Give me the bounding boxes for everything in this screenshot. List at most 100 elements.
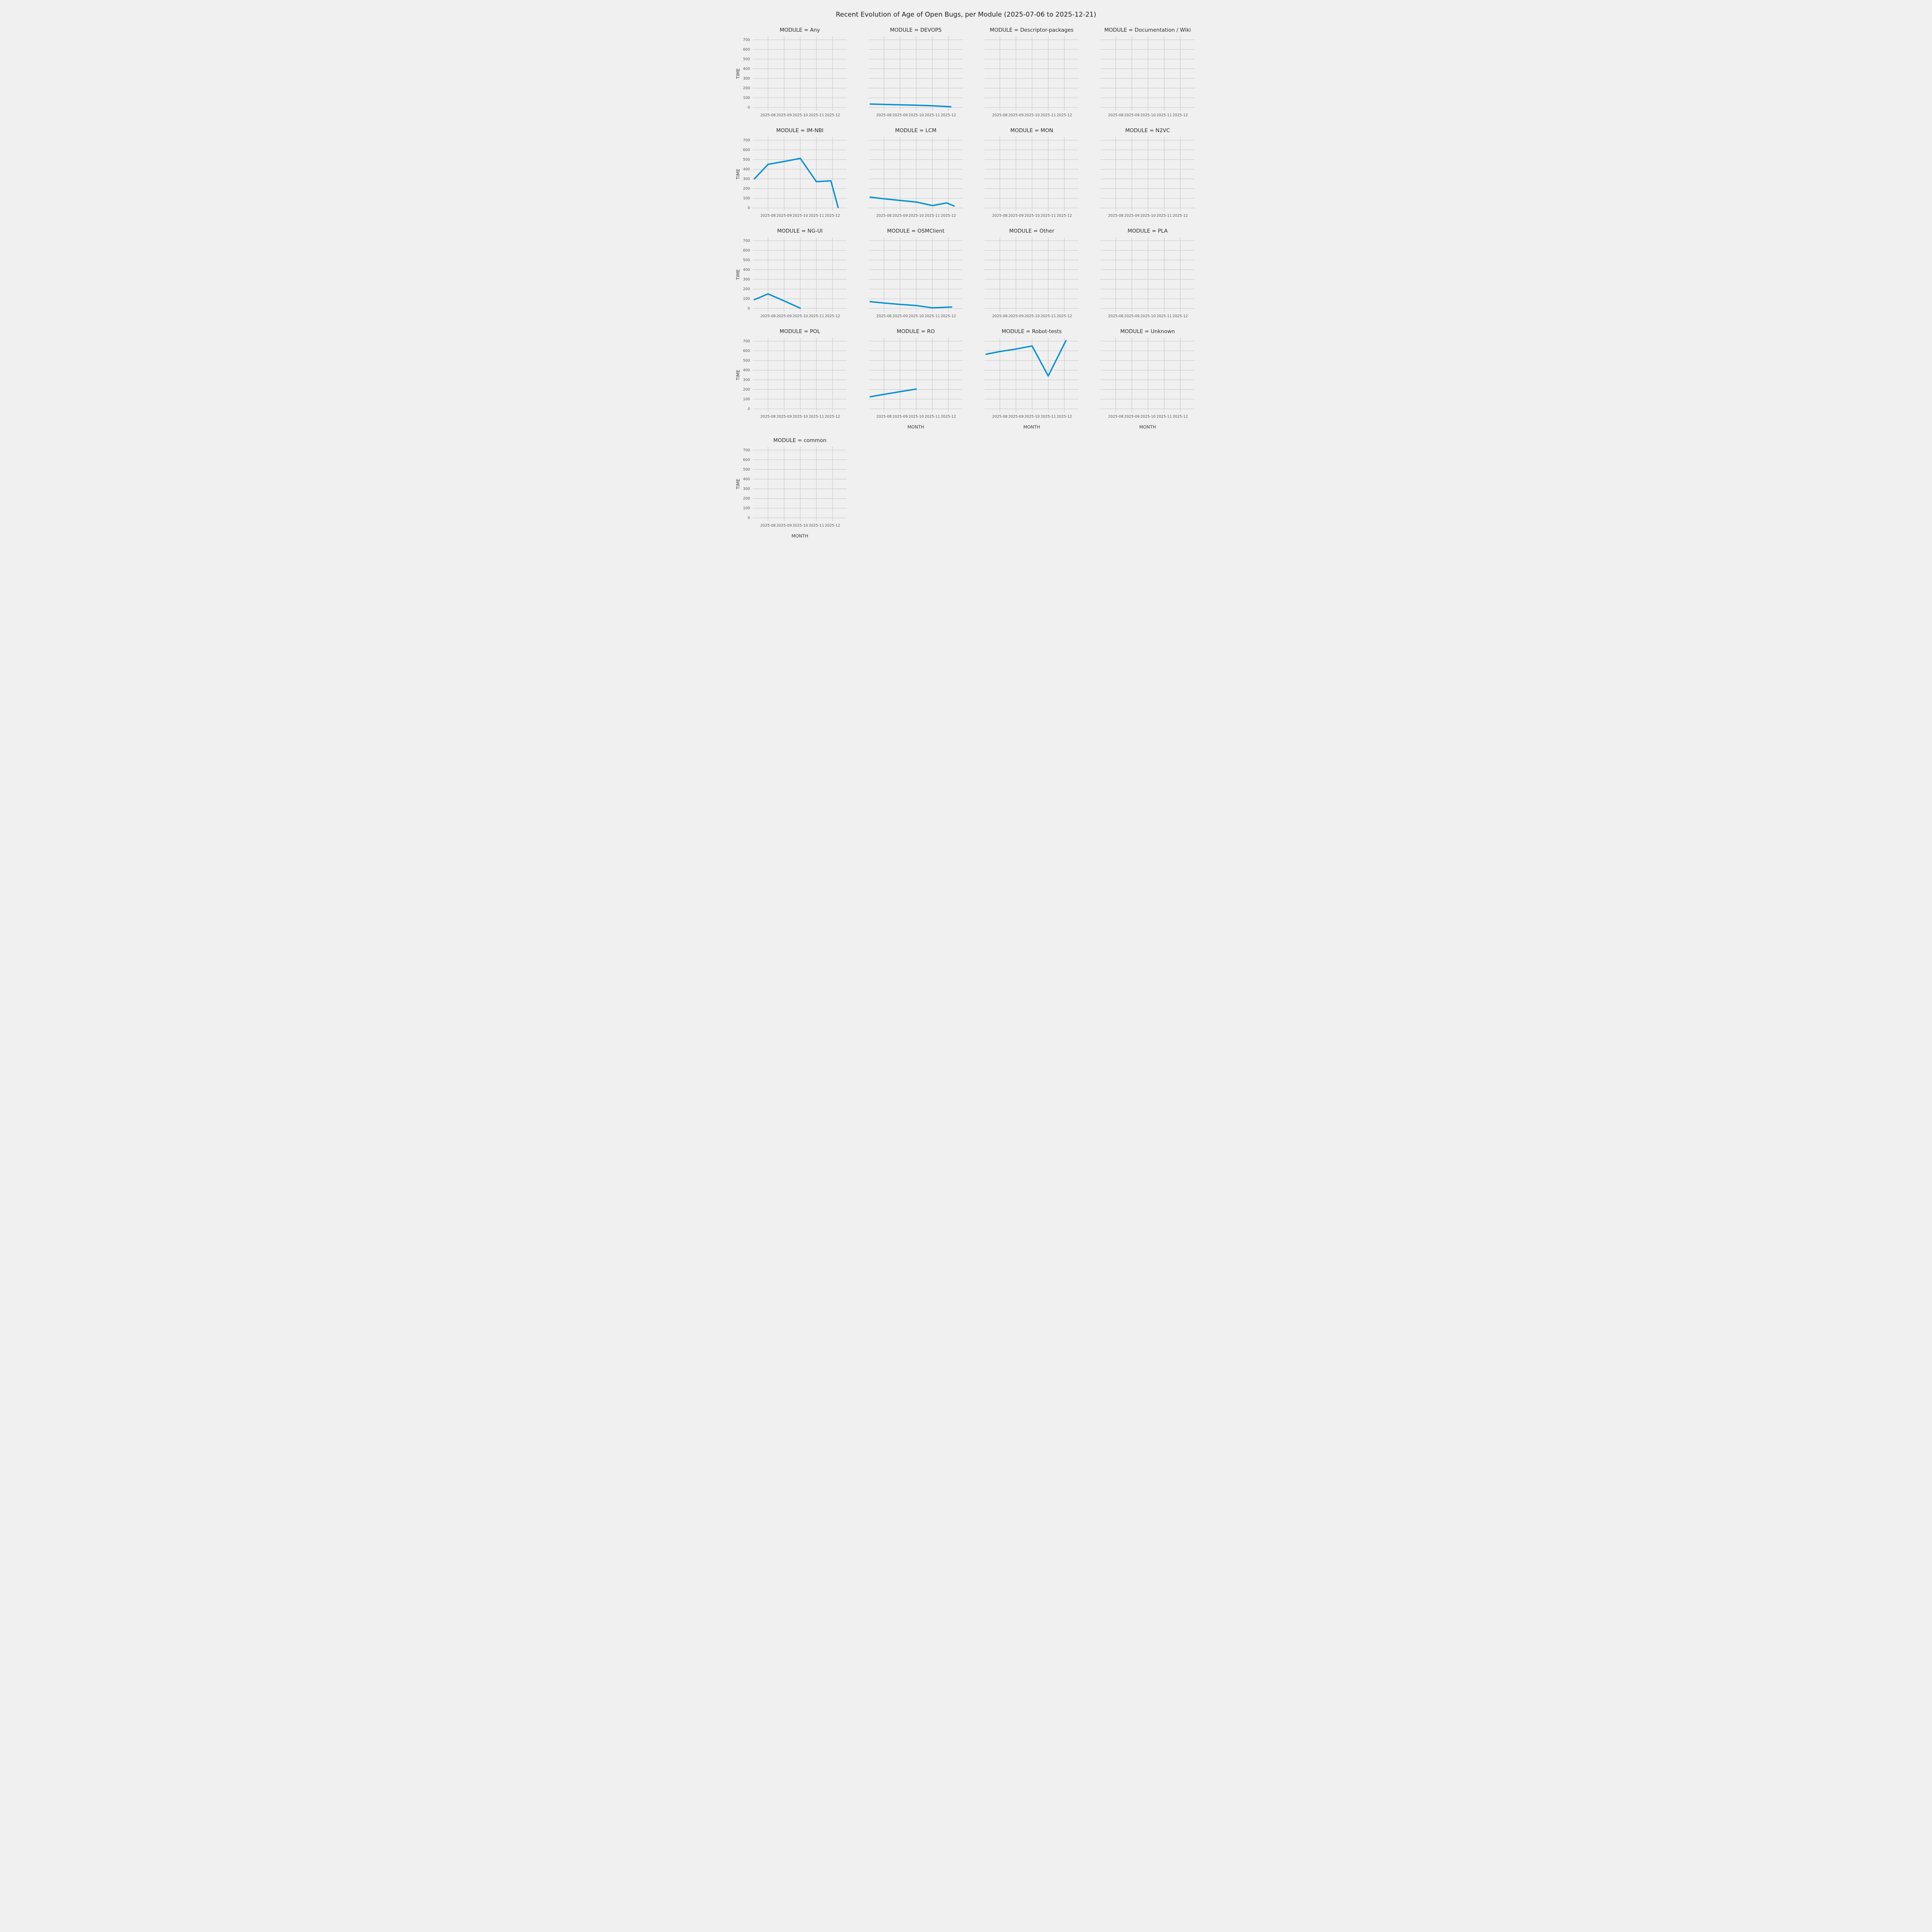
x-tick-label: 2025-08 (876, 113, 892, 117)
x-tick-label: 2025-12 (941, 214, 956, 218)
data-line (985, 340, 1067, 377)
x-tick-label: 2025-09 (1124, 314, 1139, 318)
y-tick-label: 300 (743, 77, 750, 81)
x-tick-label: 2025-11 (809, 415, 824, 419)
facet-cell-module-robot-tests: MODULE = Robot-tests 2025-08 2025-09 2025-1… (967, 327, 1081, 433)
facet-module-mon: MODULE = MON 2025-08 2025-09 2025-10 2025-11… (985, 128, 1079, 218)
x-tick-label: 2025-09 (776, 314, 792, 318)
x-tick-label: 2025-11 (925, 113, 940, 117)
facet-title: MODULE = Any (780, 27, 820, 33)
x-tick-label: 2025-11 (1041, 314, 1056, 318)
facet-cell-module-lcm: MODULE = LCM 2025-08 2025-09 2025-10 2025-11… (851, 126, 965, 223)
x-tick-label: 2025-08 (876, 214, 892, 218)
x-tick-label: 2025-10 (793, 214, 808, 218)
y-tick-label: 200 (743, 287, 750, 291)
x-tick-label: 2025-09 (776, 524, 792, 528)
facet-title: MODULE = Documentation / Wiki (1104, 27, 1191, 33)
y-tick-label: 500 (743, 359, 750, 363)
facet-title: MODULE = LCM (895, 128, 936, 134)
y-tick-label: 400 (743, 477, 750, 481)
y-tick-label: 400 (743, 67, 750, 71)
x-tick-label: 2025-11 (1041, 113, 1056, 117)
x-tick-label: 2025-08 (1108, 113, 1124, 117)
x-tick-label: 2025-10 (793, 524, 808, 528)
figure: Recent Evolution of Age of Open Bugs, pe… (732, 0, 1200, 553)
facet-cell-module-osmclient: MODULE = OSMClient 2025-08 2025-09 2025-10 2… (851, 226, 965, 324)
facet-title: MODULE = Other (1009, 228, 1054, 234)
facet-cell-module-pol: MODULE = POL 0 100 200 300 400 500 600 700 TIME 20… (735, 327, 849, 433)
facet-module-documentation-wiki: MODULE = Documentation / Wiki 2025-08 2025… (1100, 27, 1195, 117)
facet-title: MODULE = common (773, 437, 826, 444)
x-tick-label: 2025-11 (809, 214, 824, 218)
x-tick-label: 2025-12 (825, 524, 840, 528)
x-tick-label: 2025-10 (1024, 113, 1040, 117)
x-axis-label: MONTH (1023, 424, 1040, 430)
x-tick-label: 2025-08 (992, 314, 1008, 318)
x-tick-label: 2025-08 (876, 415, 892, 419)
x-tick-label: 2025-12 (1057, 415, 1072, 419)
x-tick-label: 2025-10 (1140, 113, 1156, 117)
x-tick-label: 2025-10 (908, 314, 924, 318)
x-tick-label: 2025-12 (1173, 415, 1188, 419)
y-axis-label: TIME (735, 479, 741, 490)
y-tick-label: 0 (748, 407, 750, 411)
y-tick-label: 100 (743, 196, 750, 201)
x-tick-label: 2025-09 (892, 314, 908, 318)
y-tick-label: 200 (743, 86, 750, 90)
x-tick-label: 2025-11 (925, 314, 940, 318)
facet-cell-module-n2vc: MODULE = N2VC 2025-08 2025-09 2025-10 2025-1… (1083, 126, 1197, 223)
y-tick-label: 600 (743, 48, 750, 52)
y-tick-label: 100 (743, 506, 750, 510)
facet-title: MODULE = DEVOPS (890, 27, 942, 33)
x-tick-label: 2025-10 (793, 314, 808, 318)
facet-title: MODULE = PLA (1128, 228, 1168, 234)
facet-module-pla: MODULE = PLA 2025-08 2025-09 2025-10 2025-11… (1100, 228, 1195, 318)
x-tick-label: 2025-10 (1140, 314, 1156, 318)
facet-cell-module-documentation-wiki: MODULE = Documentation / Wiki 2025-08 2025… (1083, 26, 1197, 123)
facet-cell-module-any: MODULE = Any 0 100 200 300 400 500 600 700 TIME 20… (735, 26, 849, 123)
x-tick-label: 2025-10 (908, 113, 924, 117)
x-tick-label: 2025-08 (760, 524, 776, 528)
x-tick-label: 2025-11 (809, 314, 824, 318)
facet-module-common: MODULE = common 0 100 200 300 400 500 600 700 TIM… (735, 437, 847, 539)
y-tick-label: 600 (743, 458, 750, 462)
x-tick-label: 2025-12 (1173, 314, 1188, 318)
facet-title: MODULE = Robot-tests (1002, 328, 1061, 335)
x-tick-label: 2025-11 (1041, 214, 1056, 218)
x-tick-label: 2025-09 (1008, 214, 1024, 218)
x-tick-label: 2025-09 (776, 113, 792, 117)
x-tick-label: 2025-10 (793, 113, 808, 117)
y-tick-label: 600 (743, 248, 750, 253)
facet-cell-module-mon: MODULE = MON 2025-08 2025-09 2025-10 2025-11… (967, 126, 1081, 223)
facet-title: MODULE = IM-NBI (776, 128, 823, 134)
facet-cell-module-ng-ui: MODULE = NG-UI 0 100 200 300 400 500 600 700 TIME… (735, 226, 849, 324)
facet-title: MODULE = Unknown (1120, 328, 1175, 335)
y-tick-label: 700 (743, 339, 750, 344)
x-tick-label: 2025-10 (1024, 415, 1040, 419)
facet-title: MODULE = NG-UI (777, 228, 823, 234)
facet-module-any: MODULE = Any 0 100 200 300 400 500 600 700 TIME 20… (735, 27, 847, 117)
x-tick-label: 2025-08 (760, 415, 776, 419)
x-tick-label: 2025-08 (760, 314, 776, 318)
x-tick-label: 2025-08 (1108, 214, 1124, 218)
y-tick-label: 700 (743, 448, 750, 452)
x-tick-label: 2025-08 (992, 113, 1008, 117)
y-axis-label: TIME (735, 169, 741, 180)
x-tick-label: 2025-09 (1008, 113, 1024, 117)
x-tick-label: 2025-08 (760, 113, 776, 117)
y-tick-label: 0 (748, 105, 750, 110)
x-tick-label: 2025-11 (1156, 113, 1172, 117)
facet-module-ro: MODULE = RO 2025-08 2025-09 2025-10 2025-11 2… (869, 328, 963, 430)
x-tick-label: 2025-12 (825, 314, 840, 318)
y-tick-label: 600 (743, 349, 750, 353)
x-tick-label: 2025-12 (941, 415, 956, 419)
facet-cell-module-unknown: MODULE = Unknown 2025-08 2025-09 2025-10 202… (1083, 327, 1197, 433)
y-tick-label: 300 (743, 277, 750, 282)
y-tick-label: 400 (743, 368, 750, 372)
